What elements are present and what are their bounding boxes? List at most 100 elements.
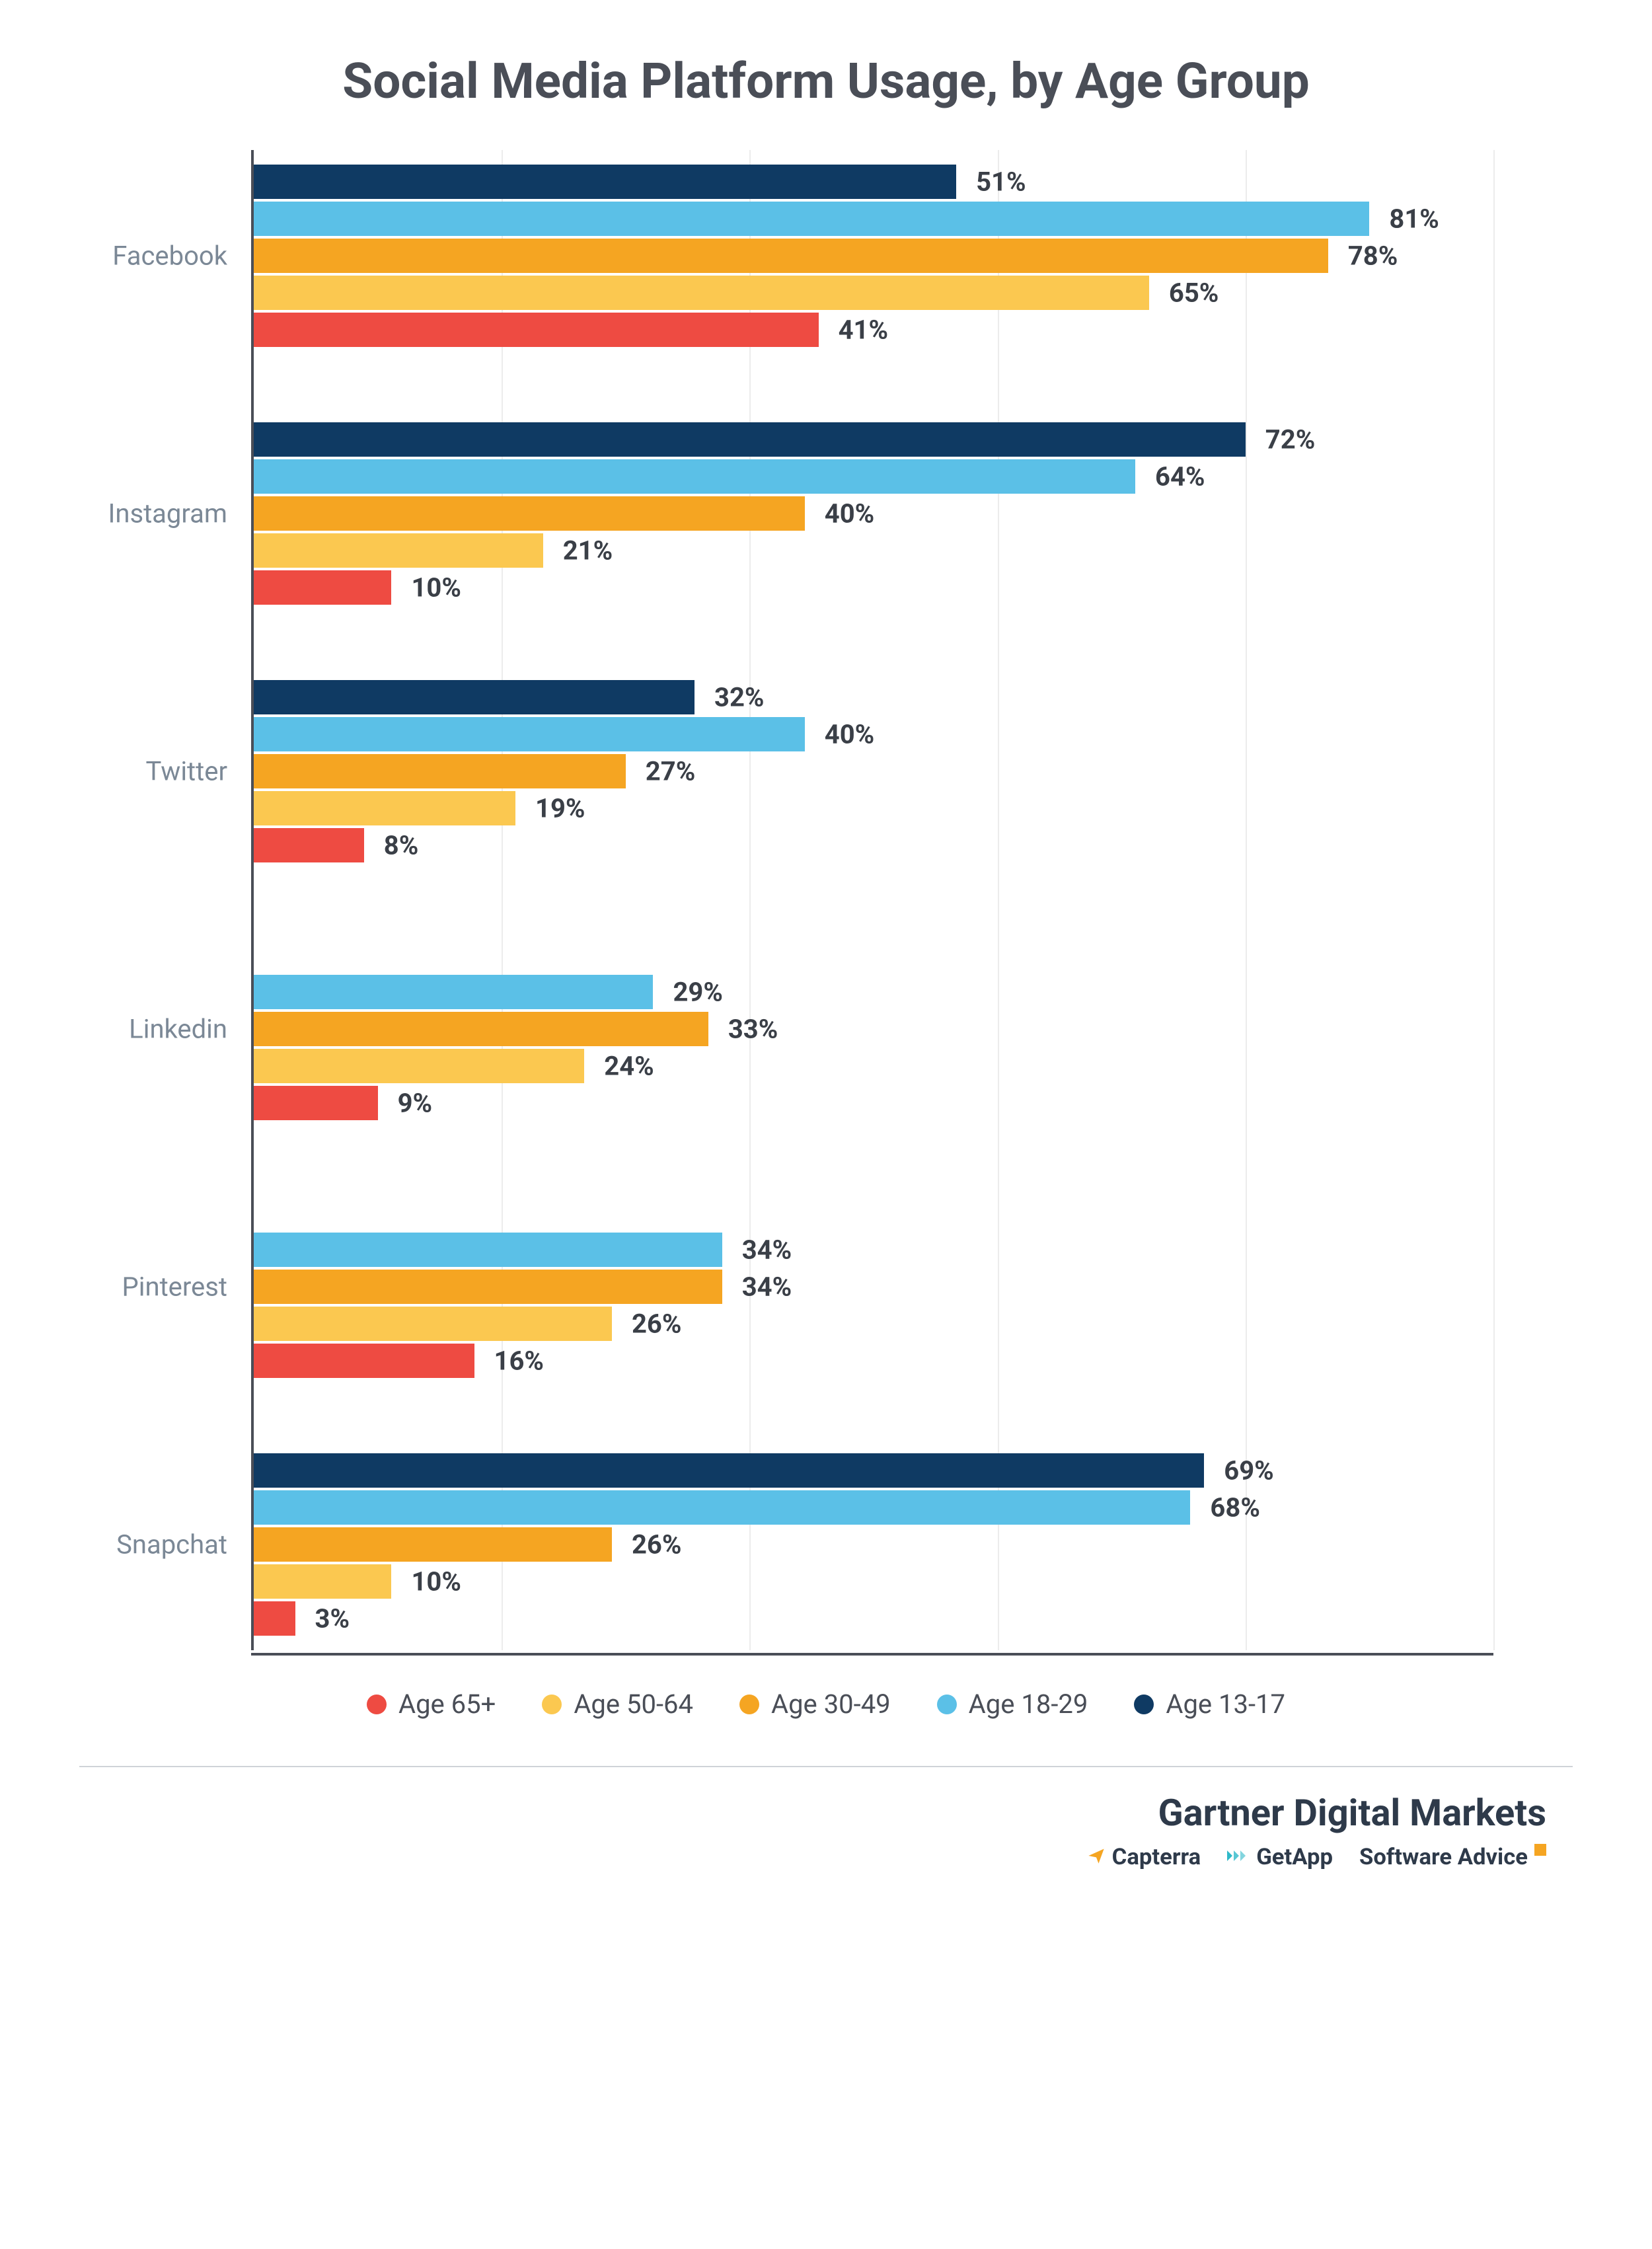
bar-row: 81% — [254, 202, 1493, 236]
bar-row: 21% — [254, 533, 1493, 568]
legend-swatch-icon — [937, 1695, 957, 1714]
bar — [254, 422, 1246, 457]
bar-row: 26% — [254, 1527, 1493, 1562]
gridline — [749, 150, 751, 1650]
bar-value-label: 34% — [742, 1272, 792, 1303]
bar-value-label: 3% — [315, 1603, 350, 1634]
bar-row: 65% — [254, 276, 1493, 310]
bar — [254, 754, 626, 788]
bar-value-label: 51% — [976, 167, 1026, 198]
bar-row: 10% — [254, 1564, 1493, 1599]
bar-row — [254, 938, 1493, 972]
bar-row: 64% — [254, 459, 1493, 494]
bar — [254, 1527, 612, 1562]
bar-row: 78% — [254, 239, 1493, 273]
bar-value-label: 69% — [1224, 1455, 1273, 1486]
bar — [254, 791, 515, 825]
legend-item: Age 13-17 — [1134, 1689, 1285, 1720]
bar — [254, 1490, 1190, 1525]
bar-value-label: 16% — [494, 1346, 544, 1377]
bar-row: 19% — [254, 791, 1493, 825]
corner-square-icon — [1534, 1844, 1546, 1858]
category-label: Pinterest — [122, 1272, 227, 1303]
category-group: Pinterest34%34%26%16% — [254, 1181, 1493, 1392]
bar-row: 34% — [254, 1233, 1493, 1267]
gridline — [998, 150, 999, 1650]
bar-value-label: 9% — [398, 1088, 433, 1119]
bar-row: 33% — [254, 1012, 1493, 1046]
bar-value-label: 78% — [1348, 241, 1398, 272]
footer-rule — [79, 1766, 1573, 1767]
gridline — [502, 150, 503, 1650]
category-label: Snapchat — [116, 1529, 227, 1560]
footer-sub-brand-label: Capterra — [1112, 1844, 1201, 1870]
bar-row: 68% — [254, 1490, 1493, 1525]
footer-sub-brand: Software Advice — [1359, 1844, 1546, 1870]
bar-value-label: 27% — [646, 756, 695, 787]
bar-row: 40% — [254, 717, 1493, 751]
gridline — [1493, 150, 1495, 1650]
chart-page: Social Media Platform Usage, by Age Grou… — [0, 0, 1652, 1910]
legend-item: Age 30-49 — [739, 1689, 891, 1720]
category-group: Facebook51%81%78%65%41% — [254, 150, 1493, 362]
footer-sub-brand: Capterra — [1087, 1844, 1201, 1870]
bar-row: 8% — [254, 828, 1493, 862]
bar-value-label: 26% — [632, 1529, 681, 1560]
bar-value-label: 81% — [1389, 204, 1439, 235]
bar-value-label: 40% — [825, 719, 874, 750]
bar — [254, 717, 805, 751]
legend-label: Age 18-29 — [969, 1689, 1088, 1720]
bar-row: 9% — [254, 1086, 1493, 1120]
bar-value-label: 19% — [535, 793, 585, 824]
bar-row: 27% — [254, 754, 1493, 788]
bar — [254, 1049, 584, 1083]
bar-row: 34% — [254, 1270, 1493, 1304]
legend-label: Age 30-49 — [771, 1689, 891, 1720]
bar-value-label: 26% — [632, 1309, 681, 1340]
bar — [254, 828, 364, 862]
legend-item: Age 50-64 — [542, 1689, 693, 1720]
bar — [254, 570, 391, 605]
bar — [254, 496, 805, 531]
bar-value-label: 40% — [825, 498, 874, 529]
bar-value-label: 10% — [411, 1566, 461, 1597]
category-label: Facebook — [112, 241, 227, 272]
legend-label: Age 50-64 — [574, 1689, 693, 1720]
footer-sub-brand-label: Software Advice — [1359, 1844, 1528, 1870]
bar — [254, 313, 819, 347]
bar-value-label: 65% — [1169, 278, 1219, 309]
bar — [254, 680, 695, 714]
bar-row: 3% — [254, 1601, 1493, 1636]
bar — [254, 1270, 722, 1304]
bar-row — [254, 1196, 1493, 1230]
bar-value-label: 41% — [839, 315, 888, 346]
bar-value-label: 68% — [1210, 1492, 1259, 1523]
footer-sub-brand: GetApp — [1227, 1844, 1333, 1870]
bar — [254, 1601, 295, 1636]
x-axis-baseline — [251, 1653, 1493, 1656]
bar — [254, 1453, 1204, 1488]
chart-area: Facebook51%81%78%65%41%Instagram72%64%40… — [251, 150, 1493, 1656]
bar-row: 10% — [254, 570, 1493, 605]
bar-row: 26% — [254, 1307, 1493, 1341]
gridline — [1246, 150, 1247, 1650]
legend: Age 65+Age 50-64Age 30-49Age 18-29Age 13… — [79, 1689, 1573, 1720]
bar-row: 69% — [254, 1453, 1493, 1488]
bar-value-label: 33% — [728, 1014, 778, 1045]
legend-swatch-icon — [739, 1695, 759, 1714]
bar — [254, 165, 956, 199]
bar-row: 72% — [254, 422, 1493, 457]
bar — [254, 459, 1135, 494]
bar — [254, 1012, 708, 1046]
category-group: Instagram72%64%40%21%10% — [254, 408, 1493, 619]
bar — [254, 533, 543, 568]
category-group: Snapchat69%68%26%10%3% — [254, 1439, 1493, 1650]
bar — [254, 276, 1149, 310]
bar — [254, 239, 1328, 273]
category-group: Twitter32%40%27%19%8% — [254, 666, 1493, 877]
legend-label: Age 13-17 — [1166, 1689, 1285, 1720]
bar-value-label: 24% — [604, 1051, 654, 1082]
bar-value-label: 32% — [714, 682, 764, 713]
bar-row: 51% — [254, 165, 1493, 199]
legend-swatch-icon — [1134, 1695, 1154, 1714]
